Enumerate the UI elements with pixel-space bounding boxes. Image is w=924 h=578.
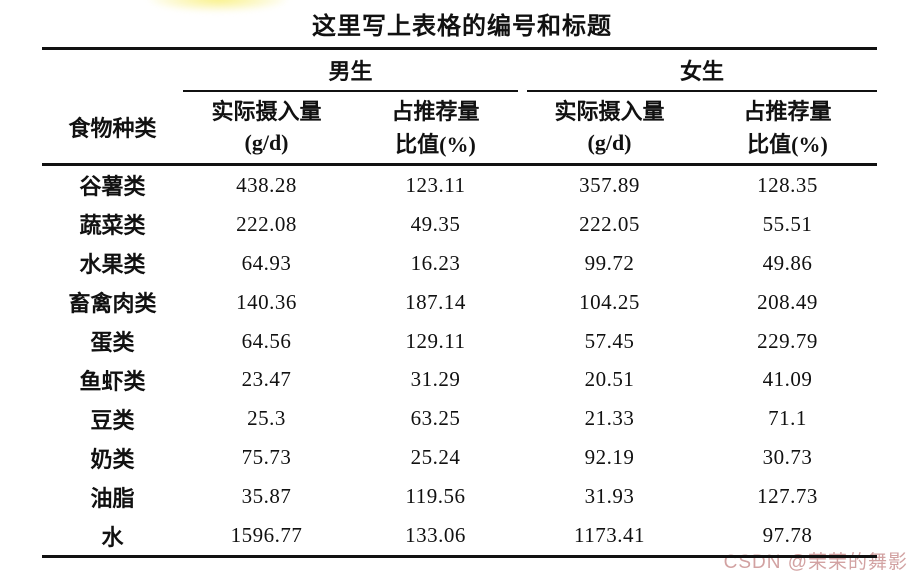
row-label: 蔬菜类 (79, 213, 146, 239)
cell-value: 119.56 (405, 484, 466, 509)
cell-value: 55.51 (762, 211, 813, 236)
cell-value: 49.35 (410, 211, 461, 236)
cell-value: 63.25 (410, 406, 461, 431)
cell-value: 49.86 (762, 250, 813, 275)
group-header-male: 男生 (328, 59, 373, 84)
cell-value: 35.87 (241, 484, 292, 509)
cell-value: 438.28 (236, 172, 297, 197)
cell-value: 57.45 (584, 328, 635, 353)
cell-value: 1173.41 (574, 523, 645, 548)
cell-value: 127.73 (757, 484, 818, 509)
column-header-male-intake: 实际摄入量 (211, 98, 322, 124)
cell-value: 16.23 (410, 250, 461, 275)
table-bottom-rule (42, 555, 877, 558)
column-header-female-ratio: 占推荐量 (743, 98, 832, 124)
row-label: 鱼虾类 (79, 368, 146, 394)
cell-value: 208.49 (757, 289, 818, 314)
cell-value: 31.93 (584, 484, 635, 509)
cell-value: 128.35 (757, 172, 818, 197)
row-label: 水果类 (79, 252, 146, 278)
cell-value: 25.24 (410, 445, 461, 470)
column-header-male-intake-unit: (g/d) (244, 129, 289, 155)
row-label: 油脂 (90, 485, 135, 511)
group-header-female: 女生 (679, 59, 724, 84)
cell-value: 222.05 (579, 211, 640, 236)
cell-value: 222.08 (236, 211, 297, 236)
cell-value: 20.51 (584, 367, 635, 392)
table-body: 谷薯类 438.28 123.11 357.89 128.35 蔬菜类 222.… (42, 166, 877, 555)
three-line-table: 男生 女生 食物种类 实际摄入量 占推荐量 实际摄入量 占推荐量 (g/d) 比… (42, 47, 877, 561)
cell-value: 64.93 (241, 250, 292, 275)
cell-value: 92.19 (584, 445, 635, 470)
cell-value: 25.3 (247, 406, 286, 431)
column-header-male-ratio-unit: 比值(%) (395, 131, 476, 157)
cell-value: 1596.77 (230, 523, 303, 548)
cell-value: 31.29 (410, 367, 461, 392)
cell-value: 187.14 (405, 289, 466, 314)
column-header-female-intake: 实际摄入量 (554, 98, 665, 124)
row-label: 奶类 (90, 446, 135, 472)
cell-value: 133.06 (405, 523, 466, 548)
cell-value: 21.33 (584, 406, 635, 431)
cell-value: 97.78 (762, 523, 813, 548)
header-bottom-rule (42, 163, 877, 166)
column-header-female-ratio-unit: 比值(%) (747, 131, 828, 157)
yellow-highlight-artifact (148, 0, 288, 12)
row-label: 蛋类 (90, 330, 135, 356)
cell-value: 123.11 (405, 172, 466, 197)
row-label: 豆类 (90, 407, 135, 433)
cell-value: 64.56 (241, 328, 292, 353)
cell-value: 104.25 (579, 289, 640, 314)
column-header-female-intake-unit: (g/d) (587, 129, 632, 155)
row-label: 水 (101, 524, 124, 550)
row-label: 谷薯类 (79, 174, 146, 200)
male-group-underline (183, 90, 518, 92)
cell-value: 129.11 (405, 328, 466, 353)
cell-value: 41.09 (762, 367, 813, 392)
cell-value: 229.79 (757, 328, 818, 353)
column-header-food-type: 食物种类 (68, 115, 157, 141)
table-title: 这里写上表格的编号和标题 (312, 13, 612, 40)
cell-value: 140.36 (236, 289, 297, 314)
cell-value: 99.72 (584, 250, 635, 275)
column-header-male-ratio: 占推荐量 (391, 98, 480, 124)
cell-value: 357.89 (579, 172, 640, 197)
cell-value: 71.1 (768, 406, 807, 431)
cell-value: 30.73 (762, 445, 813, 470)
cell-value: 75.73 (241, 445, 292, 470)
row-label: 畜禽肉类 (68, 291, 157, 317)
table-top-rule (42, 47, 877, 50)
female-group-underline (527, 90, 877, 92)
cell-value: 23.47 (241, 367, 292, 392)
